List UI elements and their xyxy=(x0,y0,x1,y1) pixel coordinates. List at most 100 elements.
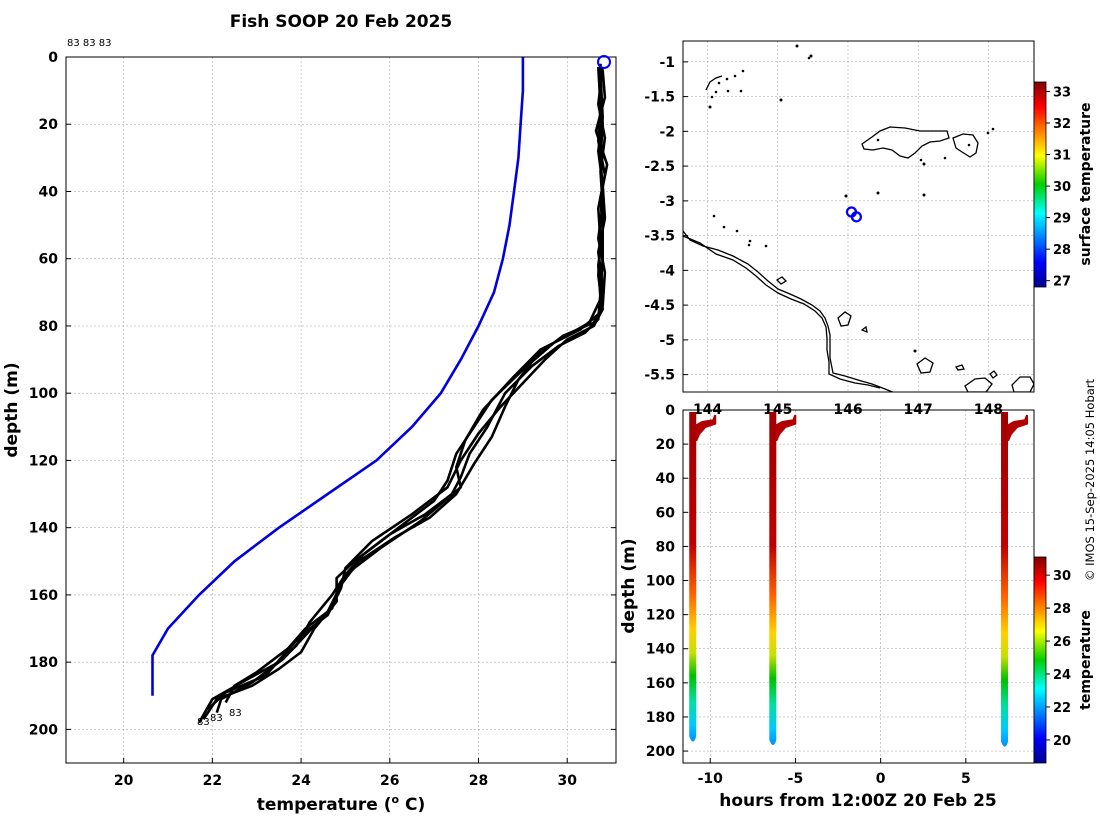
map-y-tick-label: -5 xyxy=(659,333,675,349)
map-y-tick-label: -3.5 xyxy=(644,229,675,245)
surface-temp-colorbar-label: surface temperature xyxy=(1078,102,1094,265)
time-depth-xlabel: hours from 12:00Z 20 Feb 25 xyxy=(719,791,997,811)
td-y-tick-label: 80 xyxy=(656,539,676,555)
profile-end-label-2: 83 xyxy=(210,713,223,724)
island-6 xyxy=(964,377,993,392)
cast-section-2 xyxy=(769,412,797,745)
time-depth-axes-box xyxy=(682,409,1035,764)
td-x-tick-label: -10 xyxy=(698,771,724,787)
time-depth-ylabel: depth (m) xyxy=(619,538,639,633)
coastline-group xyxy=(683,44,1034,392)
new-guinea-inner-coast xyxy=(683,235,881,389)
profile-axes-box xyxy=(65,56,617,764)
colorbar-tick-label: 33 xyxy=(1053,85,1071,100)
cast-column xyxy=(769,412,777,745)
colorbar-tick-label: 28 xyxy=(1053,243,1071,258)
map-y-tick-label: -2 xyxy=(659,124,675,140)
y-tick-label: 100 xyxy=(29,386,58,402)
cast-position-marker xyxy=(850,211,862,223)
surface-position-marker xyxy=(597,55,611,69)
islet-dots xyxy=(708,44,995,353)
time-depth-casts xyxy=(689,412,1029,747)
td-y-tick-label: 0 xyxy=(665,403,675,419)
island-3 xyxy=(860,325,868,334)
x-tick-label: 24 xyxy=(291,773,311,789)
td-x-tick-label: -5 xyxy=(788,771,804,787)
td-y-tick-label: 200 xyxy=(646,744,675,760)
colorbar-tick-label: 22 xyxy=(1053,701,1071,716)
cast-surface-layer xyxy=(1007,414,1029,442)
new-britain-island xyxy=(861,126,950,159)
cast-surface-layer xyxy=(775,414,797,442)
map-panel: 144 145 146 147 148-1-1.5-2-2.5-3-3.5-4-4.5-… xyxy=(644,40,1094,418)
map-y-tick-label: -1.5 xyxy=(644,90,675,106)
colorbar-tick-label: 29 xyxy=(1053,212,1071,227)
island-8 xyxy=(989,370,998,379)
profile-end-label-3: 83 xyxy=(229,708,242,719)
new-britain-east xyxy=(952,133,979,158)
colorbar-tick-label: 24 xyxy=(1053,668,1071,683)
profile-ylabel: depth (m) xyxy=(2,362,22,457)
temperature-colorbar xyxy=(1033,556,1047,764)
time-depth-panel: -10 -5 0 5 0 20 40 60 80 100 120 140 160 180 200 depth… xyxy=(619,403,1094,811)
profile-end-label-1: 83 xyxy=(197,717,210,728)
cast-column xyxy=(1001,412,1009,747)
surface-temp-colorbar xyxy=(1033,81,1047,288)
profile-ids-top: 83 83 83 xyxy=(67,38,112,49)
island-2 xyxy=(837,311,852,327)
climatology-line xyxy=(151,57,525,696)
y-tick-label: 120 xyxy=(29,453,58,469)
x-tick-label: 28 xyxy=(469,773,488,789)
island-7 xyxy=(1011,376,1034,392)
td-y-tick-label: 140 xyxy=(646,642,675,658)
profile-tick-labels: 20 22 24 26 28 30 0 20 40 60 80 100 120 140 160 180 200 xyxy=(29,50,616,789)
profile-xlabel: temperature (o C) xyxy=(257,793,426,815)
colorbar-tick-label: 30 xyxy=(1053,569,1071,584)
island-1 xyxy=(775,276,788,285)
td-y-tick-label: 180 xyxy=(646,710,675,726)
profile-chart: 20 22 24 26 28 30020406080100120140160180200 … xyxy=(2,38,617,815)
td-y-tick-label: 120 xyxy=(646,608,675,624)
td-y-tick-label: 100 xyxy=(646,574,675,590)
map-gridlines xyxy=(683,41,1034,392)
profile-line-2 xyxy=(207,67,607,711)
profile-line-5 xyxy=(215,66,607,714)
x-tick-label: 26 xyxy=(380,773,399,789)
y-tick-label: 20 xyxy=(39,117,59,133)
td-y-tick-label: 20 xyxy=(656,437,676,453)
cast-surface-layer xyxy=(695,414,717,442)
y-tick-label: 60 xyxy=(39,252,59,268)
profile-gridlines xyxy=(66,56,616,763)
td-y-tick-label: 60 xyxy=(656,505,676,521)
cast-section-3 xyxy=(1001,412,1029,747)
time-depth-tick-labels: -10 -5 0 5 0 20 40 60 80 100 120 140 160 180 200 xyxy=(646,403,971,787)
x-tick-label: 20 xyxy=(114,773,134,789)
y-tick-label: 0 xyxy=(48,50,58,66)
map-y-tick-label: -2.5 xyxy=(644,159,675,175)
y-tick-label: 160 xyxy=(29,588,58,604)
map-background xyxy=(683,41,1034,392)
y-tick-label: 80 xyxy=(39,319,59,335)
y-tick-label: 40 xyxy=(39,184,59,200)
colorbar-tick-label: 28 xyxy=(1053,602,1071,617)
td-x-tick-label: 5 xyxy=(961,771,971,787)
map-y-tick-label: -3 xyxy=(659,194,675,210)
map-cast-positions xyxy=(845,206,862,223)
island-9 xyxy=(705,75,723,91)
colorbar-tick-label: 30 xyxy=(1053,180,1071,195)
profile-line-1 xyxy=(202,63,604,721)
map-y-tick-label: -5.5 xyxy=(644,368,675,384)
map-tick-labels: 144 145 146 147 148-1-1.5-2-2.5-3-3.5-4-4.5-… xyxy=(644,55,1003,418)
cast-column xyxy=(689,412,697,742)
x-tick-label: 22 xyxy=(203,773,222,789)
colorbar-tick-label: 32 xyxy=(1053,117,1071,132)
profile-series-group xyxy=(151,57,609,724)
colorbar-tick-label: 31 xyxy=(1053,149,1071,164)
map-y-tick-label: -4 xyxy=(659,263,675,279)
island-5 xyxy=(954,364,965,371)
figure-title: Fish SOOP 20 Feb 2025 xyxy=(230,12,453,32)
map-y-tick-label: -1 xyxy=(659,55,675,71)
map-y-tick-label: -4.5 xyxy=(644,298,675,314)
td-y-tick-label: 160 xyxy=(646,676,675,692)
